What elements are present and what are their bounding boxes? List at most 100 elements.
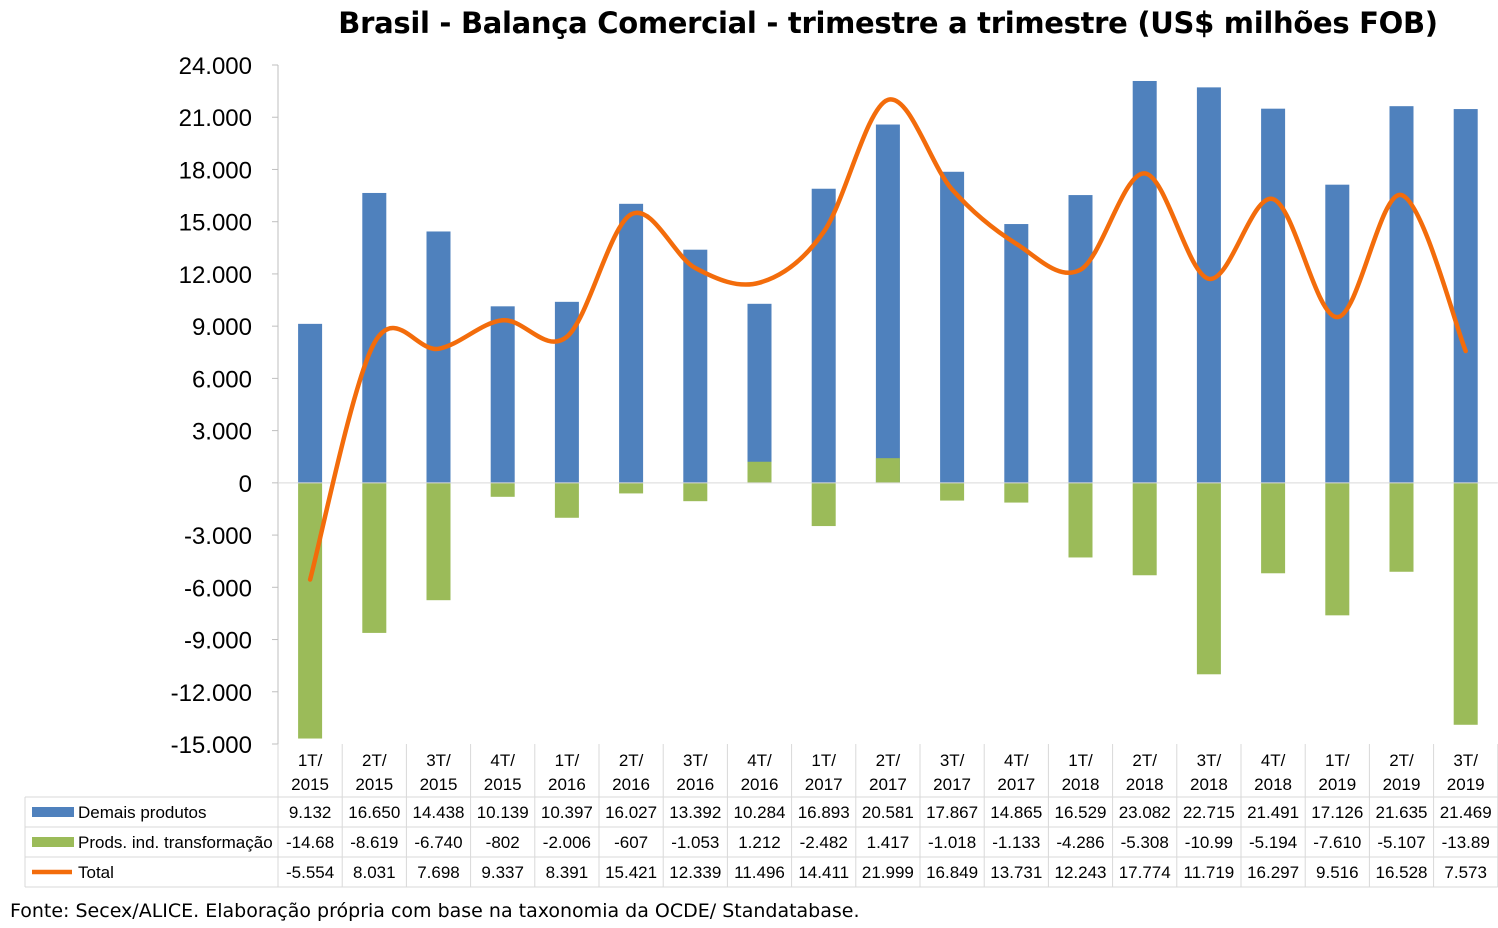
y-tick-label: -6.000 bbox=[184, 575, 252, 602]
bar-prods-ind-transformacao bbox=[619, 482, 644, 494]
data-table-cell: -10.99 bbox=[1185, 833, 1233, 852]
data-table-cell: -6.740 bbox=[414, 833, 462, 852]
bar-prods-ind-transformacao bbox=[875, 458, 900, 483]
bar-prods-ind-transformacao bbox=[554, 482, 579, 518]
data-table-cell: 17.126 bbox=[1311, 803, 1363, 822]
y-tick-label: 6.000 bbox=[192, 366, 252, 393]
data-table-cell: 14.411 bbox=[798, 863, 849, 882]
bar-prods-ind-transformacao bbox=[811, 482, 836, 527]
x-tick-label: 1T/2016 bbox=[548, 751, 586, 794]
x-tick-label: 2T/2019 bbox=[1383, 751, 1421, 794]
bar-demais-produtos bbox=[1196, 87, 1221, 483]
bar-demais-produtos bbox=[1325, 184, 1350, 483]
data-table-cell: 7.698 bbox=[417, 863, 460, 882]
bar-demais-produtos bbox=[298, 323, 323, 483]
x-tick-label: 2T/2018 bbox=[1126, 751, 1164, 794]
data-table-cell: 16.849 bbox=[926, 863, 978, 882]
bar-prods-ind-transformacao bbox=[747, 461, 772, 483]
data-table-cell: -1.133 bbox=[992, 833, 1040, 852]
bar-demais-produtos bbox=[1453, 109, 1478, 483]
chart-title: Brasil - Balança Comercial - trimestre a… bbox=[338, 6, 1438, 40]
data-table-cell: 12.339 bbox=[669, 863, 721, 882]
data-table-cell: 11.496 bbox=[734, 863, 785, 882]
data-table-cell: -5.194 bbox=[1249, 833, 1297, 852]
bar-prods-ind-transformacao bbox=[940, 482, 965, 501]
data-table-cell: 21.491 bbox=[1247, 803, 1299, 822]
x-tick-label: 3T/2015 bbox=[420, 751, 458, 794]
data-table-cell: 12.243 bbox=[1055, 863, 1107, 882]
data-table-cell: 16.529 bbox=[1055, 803, 1107, 822]
data-table-cell: 1.212 bbox=[738, 833, 781, 852]
y-tick-label: 18.000 bbox=[179, 157, 252, 184]
y-tick-label: -3.000 bbox=[184, 523, 252, 550]
y-tick-label: 0 bbox=[239, 471, 252, 498]
data-table-cell: 22.715 bbox=[1183, 803, 1235, 822]
data-table-cell: 15.421 bbox=[605, 863, 657, 882]
bar-prods-ind-transformacao bbox=[683, 482, 708, 502]
y-tick-label: 21.000 bbox=[179, 105, 252, 132]
y-tick-label: -12.000 bbox=[171, 680, 252, 707]
bar-prods-ind-transformacao bbox=[1325, 482, 1350, 616]
data-table-cell: 21.635 bbox=[1376, 803, 1428, 822]
bar-prods-ind-transformacao bbox=[298, 482, 323, 739]
data-table-cell: 23.082 bbox=[1119, 803, 1171, 822]
data-table-cell: 17.774 bbox=[1119, 863, 1171, 882]
data-table-cell: -13.89 bbox=[1442, 833, 1490, 852]
x-tick-label: 3T/2019 bbox=[1447, 751, 1485, 794]
data-table-cell: -1.053 bbox=[671, 833, 719, 852]
data-table-cell: 7.573 bbox=[1444, 863, 1487, 882]
data-table-cell: -2.006 bbox=[543, 833, 591, 852]
y-tick-label: 9.000 bbox=[192, 314, 252, 341]
data-table-cell: -5.308 bbox=[1121, 833, 1169, 852]
data-table-cell: -802 bbox=[486, 833, 520, 852]
bar-prods-ind-transformacao bbox=[1132, 482, 1157, 576]
bar-prods-ind-transformacao bbox=[1068, 482, 1093, 558]
x-tick-label: 2T/2015 bbox=[355, 751, 393, 794]
y-tick-label: 15.000 bbox=[179, 210, 252, 237]
x-tick-label: 3T/2017 bbox=[933, 751, 971, 794]
y-tick-label: -9.000 bbox=[184, 628, 252, 655]
data-table-cell: 9.132 bbox=[289, 803, 332, 822]
x-tick-label: 3T/2018 bbox=[1190, 751, 1228, 794]
x-tick-label: 4T/2016 bbox=[741, 751, 779, 794]
legend-label: Total bbox=[78, 863, 114, 882]
source-note: Fonte: Secex/ALICE. Elaboração própria c… bbox=[10, 900, 860, 922]
data-table-cell: -5.554 bbox=[286, 863, 334, 882]
data-table-cell: 21.469 bbox=[1440, 803, 1492, 822]
bar-demais-produtos bbox=[940, 171, 965, 483]
bar-demais-produtos bbox=[1261, 108, 1286, 483]
data-table-cell: 16.528 bbox=[1376, 863, 1428, 882]
legend-key-demais-produtos bbox=[32, 807, 74, 817]
data-table-cell: -7.610 bbox=[1313, 833, 1361, 852]
x-tick-label: 2T/2016 bbox=[612, 751, 650, 794]
data-table-cell: 21.999 bbox=[862, 863, 914, 882]
data-table-cell: 8.031 bbox=[353, 863, 396, 882]
bar-prods-ind-transformacao bbox=[1453, 482, 1478, 725]
legend-label: Prods. ind. transformação bbox=[78, 833, 273, 852]
bar-prods-ind-transformacao bbox=[1004, 482, 1029, 503]
data-table-cell: 1.417 bbox=[867, 833, 910, 852]
data-table-cell: -607 bbox=[614, 833, 648, 852]
x-tick-label: 4T/2017 bbox=[997, 751, 1035, 794]
bar-prods-ind-transformacao bbox=[1196, 482, 1221, 675]
bar-demais-produtos bbox=[747, 303, 772, 483]
bar-prods-ind-transformacao bbox=[1389, 482, 1414, 572]
bar-demais-produtos bbox=[875, 124, 900, 483]
bar-demais-produtos bbox=[1389, 106, 1414, 483]
data-table-cell: 13.392 bbox=[669, 803, 721, 822]
data-table-cell: -5.107 bbox=[1377, 833, 1425, 852]
data-table-cell: 9.337 bbox=[481, 863, 524, 882]
legend-key-prods-ind-transformacao bbox=[32, 837, 74, 847]
total-line bbox=[307, 97, 1468, 582]
data-table-cell: 10.397 bbox=[541, 803, 593, 822]
data-table-cell: -2.482 bbox=[800, 833, 848, 852]
data-table-cell: 11.719 bbox=[1184, 863, 1235, 882]
y-tick-label: -15.000 bbox=[171, 732, 252, 759]
data-table-cell: 20.581 bbox=[862, 803, 914, 822]
bar-prods-ind-transformacao bbox=[362, 482, 387, 633]
bar-prods-ind-transformacao bbox=[1261, 482, 1286, 574]
bar-demais-produtos bbox=[683, 249, 708, 483]
data-table-cell: 10.139 bbox=[477, 803, 529, 822]
x-tick-label: 1T/2015 bbox=[291, 751, 329, 794]
